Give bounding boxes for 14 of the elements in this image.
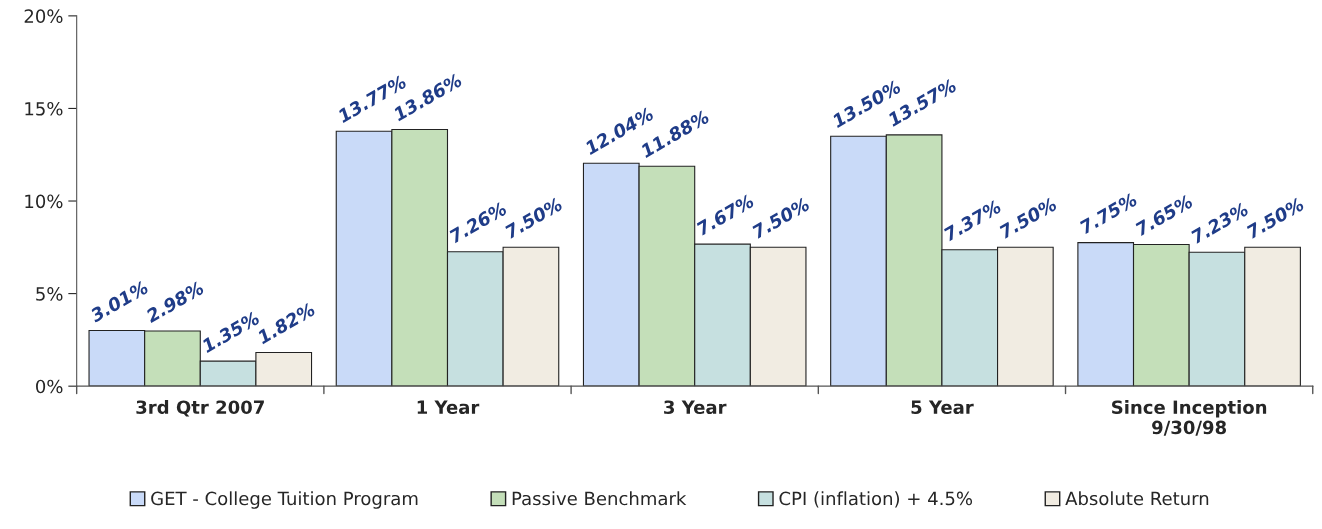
y-tick-label: 15% [25, 101, 63, 116]
y-tick-label: 20% [24, 9, 63, 23]
legend-label: Absolute Return [1065, 491, 1209, 506]
legend-label: CPI (inflation) + 4.5% [779, 491, 973, 508]
x-tick-label: 3rd Qtr 2007 [136, 400, 264, 417]
y-tick-label: 0% [36, 379, 63, 394]
legend-label: GET - College Tuition Program [151, 491, 418, 509]
x-tick-label: 5 Year [911, 400, 974, 415]
x-tick-label: 3 Year [664, 400, 727, 415]
legend-label: Passive Benchmark [512, 491, 687, 506]
x-tick-label: Since Inception 9/30/98 [1112, 400, 1267, 436]
x-tick-label: 1 Year [417, 400, 480, 415]
y-tick-label: 10% [25, 194, 63, 209]
y-tick-label: 5% [36, 287, 63, 301]
